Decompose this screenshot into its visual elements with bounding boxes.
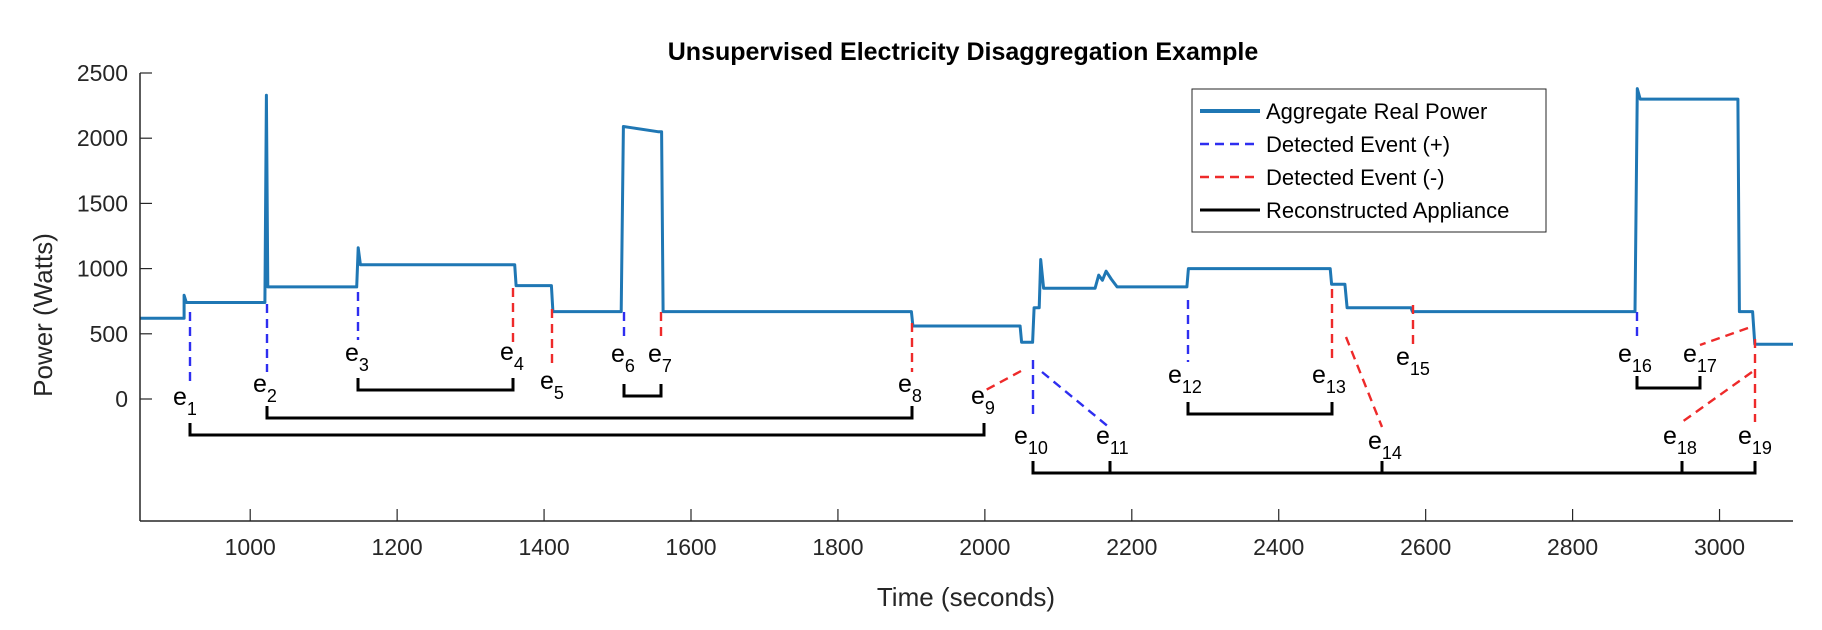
event-marker-9 [983,369,1022,393]
event-label-11: e11 [1096,422,1129,458]
event-subscript: 5 [554,383,564,403]
event-symbol: e [540,367,554,395]
appliance-bracket-e11-e14 [1108,461,1384,475]
event-symbol: e [345,339,359,367]
event-label-19: e19 [1738,422,1772,458]
event-subscript: 1 [187,399,197,419]
event-label-9: e9 [971,382,995,418]
event-symbol: e [173,383,187,411]
appliance-bracket-e3-e4 [356,378,515,392]
x-axis-ticks: 1000 1200 1400 1600 1800 2000 2200 2400 2600 2800… [225,509,1745,560]
event-subscript: 3 [359,355,369,375]
event-label-2: e2 [253,370,277,406]
event-marker-14 [1344,336,1384,428]
legend-label: Reconstructed Appliance [1266,198,1509,223]
event-symbol: e [648,340,662,368]
event-symbol: e [898,370,912,398]
y-tick-label: 500 [90,321,128,347]
x-tick-label: 2600 [1400,534,1451,560]
appliance-bracket-e6-e7 [622,384,663,398]
event-subscript: 8 [912,386,922,406]
legend-label: Aggregate Real Power [1266,99,1487,124]
x-axis-title: Time (seconds) [877,582,1055,612]
event-symbol: e [611,340,625,368]
event-subscript: 11 [1110,438,1129,458]
event-marker-17 [1699,326,1749,347]
event-label-17: e17 [1683,340,1717,376]
event-label-10: e10 [1014,422,1048,458]
appliance-bracket-e1-e9 [188,423,986,437]
y-tick-label: 1000 [77,256,128,282]
event-label-15: e15 [1396,343,1430,379]
event-subscript: 12 [1182,377,1202,397]
event-symbol: e [1096,422,1110,450]
appliance-bracket-e16-e17 [1635,376,1702,390]
event-subscript: 17 [1697,356,1717,376]
event-label-4: e4 [500,338,524,374]
x-tick-label: 1200 [372,534,423,560]
event-subscript: 16 [1632,356,1652,376]
event-label-3: e3 [345,339,369,375]
event-symbol: e [1683,340,1697,368]
x-tick-label: 2200 [1106,534,1157,560]
event-subscript: 14 [1382,443,1402,463]
event-subscript: 4 [514,354,524,374]
event-label-6: e6 [611,340,635,376]
y-axis-ticks: 0 500 1000 1500 2000 2500 [77,60,152,412]
x-tick-label: 3000 [1694,534,1745,560]
event-symbol: e [1168,361,1182,389]
event-label-8: e8 [898,370,922,406]
appliance-bracket-e12-e13 [1186,402,1334,416]
x-tick-label: 1000 [225,534,276,560]
event-label-16: e16 [1618,340,1652,376]
x-tick-label: 2400 [1253,534,1304,560]
event-symbol: e [1368,427,1382,455]
event-symbol: e [971,382,985,410]
y-tick-label: 2500 [77,60,128,86]
x-tick-label: 2800 [1547,534,1598,560]
event-subscript: 13 [1326,377,1346,397]
event-symbol: e [1663,422,1677,450]
y-tick-label: 2000 [77,125,128,151]
chart-title: Unsupervised Electricity Disaggregation … [668,38,1259,66]
event-label-7: e7 [648,340,672,376]
legend-label: Detected Event (-) [1266,165,1445,190]
appliance-bracket-e2-e8 [265,406,914,420]
x-tick-label: 1800 [812,534,863,560]
event-symbol: e [1738,422,1752,450]
event-subscript: 15 [1410,359,1430,379]
event-subscript: 7 [662,356,672,376]
event-subscript: 19 [1752,438,1772,458]
event-symbol: e [253,370,267,398]
x-tick-label: 2000 [959,534,1010,560]
x-tick-label: 1400 [518,534,569,560]
event-symbol: e [1312,361,1326,389]
legend-label: Detected Event (+) [1266,132,1450,157]
event-label-14: e14 [1368,427,1402,463]
event-symbol: e [500,338,514,366]
event-subscript: 9 [985,398,995,418]
y-tick-label: 1500 [77,190,128,216]
event-label-12: e12 [1168,361,1202,397]
event-symbol: e [1396,343,1410,371]
event-subscript: 10 [1028,438,1048,458]
event-subscript: 18 [1677,438,1697,458]
event-symbol: e [1618,340,1632,368]
event-subscript: 2 [267,386,277,406]
event-label-1: e1 [173,383,197,419]
legend: Aggregate Real Power Detected Event (+) De… [1191,88,1547,233]
event-label-18: e18 [1663,422,1697,458]
event-subscript: 6 [625,356,635,376]
x-tick-label: 1600 [665,534,716,560]
y-axis-title: Power (Watts) [28,233,58,397]
appliance-bracket-e18-e19 [1680,461,1757,475]
event-label-5: e5 [540,367,564,403]
y-tick-label: 0 [115,386,128,412]
event-label-13: e13 [1312,361,1346,397]
event-symbol: e [1014,422,1028,450]
